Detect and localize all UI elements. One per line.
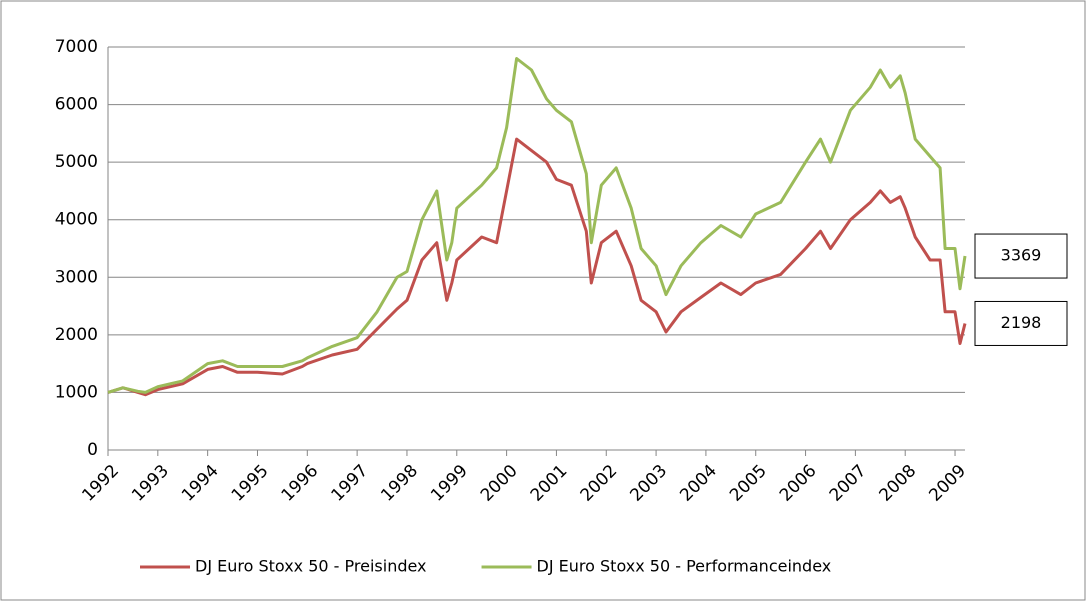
y-tick-label: 2000: [55, 325, 98, 345]
y-tick-label: 6000: [55, 95, 98, 115]
annotation-label: 2198: [1001, 313, 1042, 332]
series-line: [107, 137, 967, 397]
y-tick-label: 0: [87, 440, 98, 460]
y-tick-label: 5000: [55, 152, 98, 172]
y-tick-label: 1000: [55, 382, 98, 402]
annotation-label: 3369: [1001, 246, 1042, 265]
legend: DJ Euro Stoxx 50 - Preisindex DJ Euro Sto…: [140, 557, 831, 576]
y-tick-label: 4000: [55, 210, 98, 230]
annotation-box: [974, 300, 1068, 346]
legend-label: DJ Euro Stoxx 50 - Preisindex: [195, 557, 427, 576]
annotation-box: [974, 233, 1068, 279]
legend-label: DJ Euro Stoxx 50 - Performanceindex: [537, 557, 832, 576]
y-tick-label: 3000: [55, 267, 98, 287]
y-tick-label: 7000: [55, 37, 98, 57]
series-line: [107, 57, 967, 394]
